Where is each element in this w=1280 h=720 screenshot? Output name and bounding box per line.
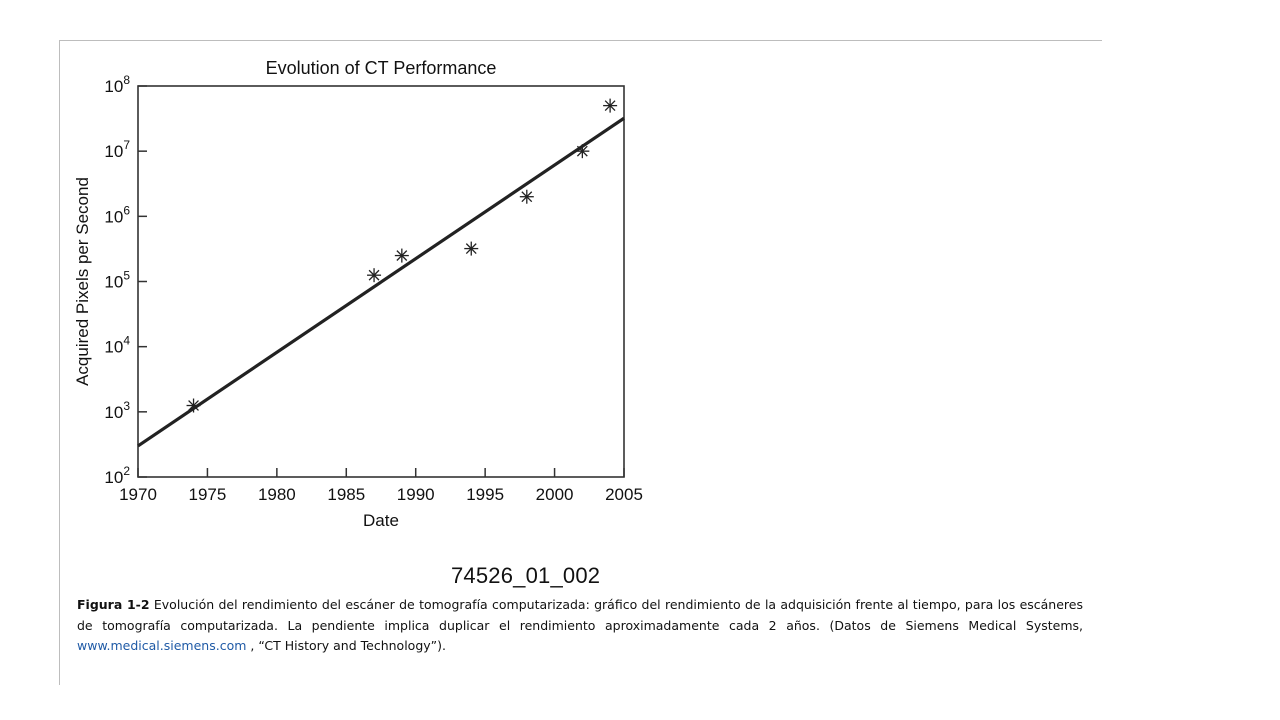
x-tick-label: 1985 <box>327 485 365 504</box>
caption-tail: , “CT History and Technology”). <box>246 638 446 653</box>
x-tick-label: 1990 <box>397 485 435 504</box>
y-tick-label: 102 <box>104 464 130 487</box>
y-tick-label: 106 <box>104 203 130 226</box>
figure-code: 74526_01_002 <box>451 563 601 588</box>
figure-caption: Figura 1-2 Evolución del rendimiento del… <box>77 595 1083 657</box>
trend-line <box>137 116 625 448</box>
y-tick-label: 104 <box>104 334 130 357</box>
y-tick-label: 107 <box>104 138 130 161</box>
x-tick-label: 1970 <box>119 485 157 504</box>
x-tick-label: 1980 <box>258 485 296 504</box>
data-point <box>367 268 382 283</box>
x-tick-label: 1975 <box>189 485 227 504</box>
data-point <box>464 241 479 256</box>
figure-frame <box>59 40 1102 685</box>
y-tick-label: 108 <box>104 73 130 96</box>
caption-label: Figura 1-2 <box>77 597 150 612</box>
chart-title: Evolution of CT Performance <box>266 58 497 78</box>
y-tick-label: 103 <box>104 399 130 422</box>
y-tick-label: 105 <box>104 269 130 292</box>
data-point <box>394 248 409 263</box>
y-axis-label: Acquired Pixels per Second <box>73 177 92 386</box>
data-point <box>186 398 201 413</box>
x-tick-label: 1995 <box>466 485 504 504</box>
data-point <box>575 144 590 159</box>
caption-text: Evolución del rendimiento del escáner de… <box>77 597 1083 633</box>
x-tick-label: 2000 <box>536 485 574 504</box>
siemens-link[interactable]: www.medical.siemens.com <box>77 638 247 653</box>
x-tick-label: 2005 <box>605 485 643 504</box>
x-axis-label: Date <box>363 511 399 530</box>
data-point <box>519 189 534 204</box>
data-point <box>603 98 618 113</box>
ct-performance-chart: Evolution of CT Performance 1970 1975 1980 1… <box>73 58 643 530</box>
